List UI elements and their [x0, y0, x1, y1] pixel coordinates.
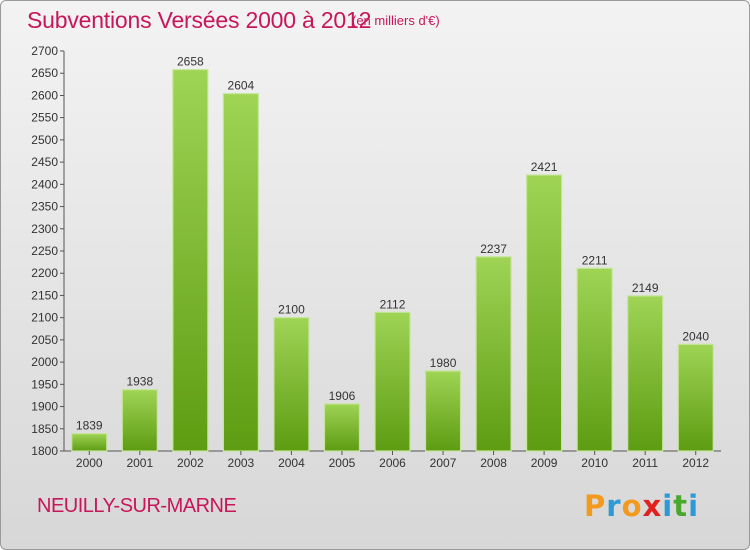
logo-letter: t: [673, 489, 689, 523]
x-tick-label: 2004: [278, 456, 305, 470]
bar: [222, 93, 259, 452]
y-tick-label: 2400: [31, 177, 58, 191]
logo-letter: r: [606, 489, 622, 523]
y-tick-label: 2250: [31, 244, 58, 258]
x-axis-ticks: 2000 2001 2002 2003 2004 2005 2006 2007 2008 2009…: [76, 451, 709, 470]
x-tick-label: 2000: [76, 456, 103, 470]
y-tick-label: 1900: [31, 400, 58, 414]
y-tick-label: 2050: [31, 333, 58, 347]
unit-label: (en milliers d'€): [352, 13, 440, 28]
bar-value-label: 2112: [380, 297, 406, 311]
bar-value-label: 2100: [278, 303, 305, 317]
y-tick-label: 2000: [31, 355, 58, 369]
x-tick-label: 2012: [682, 456, 709, 470]
y-tick-label: 1800: [31, 444, 58, 458]
y-tick-label: 2600: [31, 88, 58, 102]
bar-value-label: 1938: [126, 375, 153, 389]
bar-value-label: 2604: [228, 79, 255, 93]
y-tick-label: 2700: [31, 44, 58, 58]
y-tick-label: 2350: [31, 200, 58, 214]
y-axis-ticks: 1800 1850 1900 1950 2000 2050 2100 2150 2200 2250…: [31, 44, 64, 458]
bar-value-label: 2040: [682, 329, 709, 343]
x-tick-label: 2011: [632, 456, 658, 470]
y-tick-label: 2500: [31, 133, 58, 147]
place-name: NEUILLY-SUR-MARNE: [37, 495, 237, 517]
logo-letter: o: [621, 489, 643, 523]
y-tick-label: 2550: [31, 111, 58, 125]
bar-value-label: 1839: [76, 419, 103, 433]
y-tick-label: 2300: [31, 222, 58, 236]
bar: [576, 267, 613, 452]
bar: [475, 256, 512, 452]
bar-value-label: 1906: [329, 389, 356, 403]
bar: [71, 433, 108, 452]
y-tick-label: 2650: [31, 66, 58, 80]
bar-value-label: 2237: [480, 242, 507, 256]
bar-value-label: 2211: [582, 253, 608, 267]
logo-letter: P: [584, 489, 607, 523]
y-tick-label: 1950: [31, 377, 58, 391]
bar-value-label: 2658: [177, 55, 204, 69]
bar-value-label: 2149: [632, 281, 659, 295]
bar: [627, 295, 664, 452]
x-tick-label: 2009: [531, 456, 558, 470]
x-tick-label: 2007: [430, 456, 457, 470]
logo-letter: i: [688, 489, 700, 523]
logo-letter: i: [662, 489, 674, 523]
x-tick-label: 2005: [329, 456, 356, 470]
bar: [424, 370, 462, 452]
x-tick-label: 2006: [379, 456, 406, 470]
x-tick-label: 2010: [581, 456, 608, 470]
proxiti-logo: Proxiti: [584, 489, 699, 523]
y-tick-label: 2200: [31, 266, 58, 280]
bar-value-label: 2421: [531, 160, 558, 174]
bar: [677, 343, 714, 452]
x-tick-label: 2002: [177, 456, 204, 470]
y-tick-label: 2100: [31, 311, 58, 325]
y-tick-label: 2150: [31, 288, 58, 302]
y-tick-label: 2450: [31, 155, 58, 169]
bar: [374, 311, 411, 452]
bar: [273, 317, 310, 452]
x-tick-label: 2001: [126, 456, 153, 470]
chart-title: Subventions Versées 2000 à 2012: [27, 7, 372, 33]
bar: [172, 69, 209, 452]
bar-value-label: 1980: [430, 356, 457, 370]
bar: [323, 403, 361, 452]
x-tick-label: 2008: [480, 456, 507, 470]
y-tick-label: 1850: [31, 422, 58, 436]
bar: [526, 174, 563, 452]
bar: [121, 389, 158, 452]
logo-letter: x: [642, 489, 663, 523]
bars: 1839 1938 2658 2604 2100 1906 2112 1980 2237 2421…: [71, 55, 714, 452]
x-tick-label: 2003: [228, 456, 255, 470]
